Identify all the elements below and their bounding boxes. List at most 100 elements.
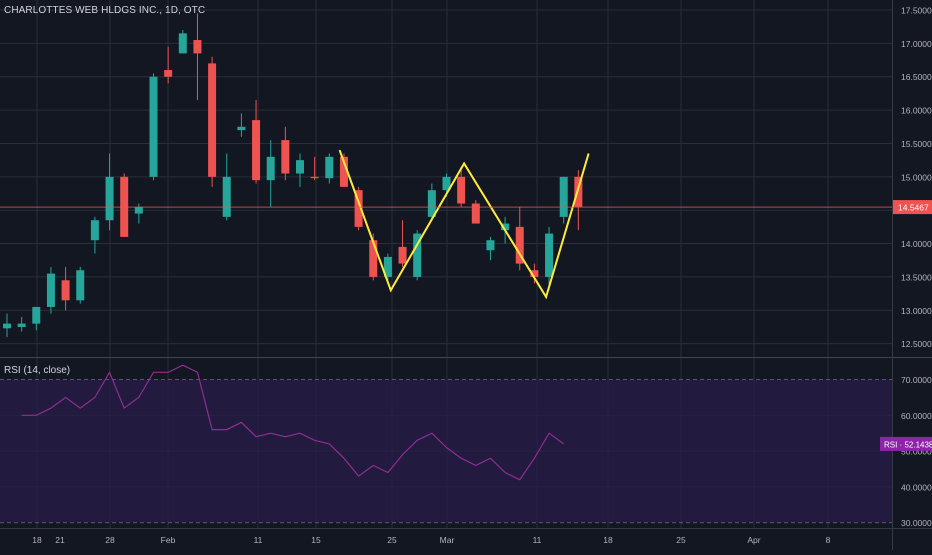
time-tick-label: 18 bbox=[32, 535, 42, 545]
price-tick-label: 15.0000 bbox=[901, 172, 932, 182]
candle bbox=[413, 230, 422, 281]
candle bbox=[398, 220, 407, 267]
candle-body-up bbox=[90, 220, 99, 241]
candle-body-down bbox=[574, 176, 583, 207]
candle-body-down bbox=[530, 270, 539, 277]
price-tick-label: 17.5000 bbox=[901, 6, 932, 16]
candle-body-down bbox=[193, 40, 202, 54]
candle-body-down bbox=[398, 246, 407, 264]
rsi-line-layer bbox=[21, 364, 565, 481]
candle bbox=[3, 313, 11, 337]
price-tick-label: 16.5000 bbox=[901, 72, 932, 82]
candle bbox=[310, 156, 319, 181]
candle bbox=[193, 13, 202, 101]
price-tick-label: 13.0000 bbox=[901, 306, 932, 316]
candle-body-up bbox=[149, 76, 158, 177]
candle-body-up bbox=[325, 156, 334, 179]
rsi-band-fill bbox=[0, 379, 892, 523]
candle-body-down bbox=[339, 156, 348, 187]
candle bbox=[559, 176, 568, 224]
candle bbox=[120, 173, 129, 237]
candle bbox=[296, 153, 304, 187]
price-tick-label: 13.5000 bbox=[901, 272, 932, 282]
candle-body-up bbox=[76, 270, 85, 301]
candle-body-down bbox=[457, 176, 466, 204]
candle bbox=[222, 153, 231, 221]
candle bbox=[339, 153, 348, 187]
candle-body-up bbox=[105, 176, 114, 221]
candle-body-up bbox=[32, 306, 41, 324]
rsi-value-label: RSI · 52.1438 bbox=[884, 440, 932, 449]
candle bbox=[17, 316, 26, 332]
price-tick-label: 15.5000 bbox=[901, 139, 932, 149]
candle-body-down bbox=[208, 63, 217, 177]
candle bbox=[471, 200, 480, 224]
candle bbox=[530, 263, 539, 284]
pattern-zigzag-line[interactable] bbox=[338, 149, 590, 300]
rsi-line bbox=[21, 364, 565, 481]
time-tick-label: 21 bbox=[55, 535, 65, 545]
last-price-badge bbox=[893, 200, 932, 215]
time-tick-label: Mar bbox=[440, 535, 455, 545]
rsi-tick-label: 40.0000 bbox=[901, 482, 932, 492]
candle-body-up bbox=[17, 323, 26, 327]
price-tick-label: 12.5000 bbox=[901, 339, 932, 349]
candle bbox=[574, 170, 583, 231]
candle bbox=[486, 236, 495, 261]
candle-body-down bbox=[369, 240, 378, 277]
candle bbox=[32, 306, 41, 331]
candle bbox=[149, 73, 158, 181]
candle-body-up bbox=[134, 206, 143, 214]
candle-body-up bbox=[3, 323, 11, 329]
rsi-band-layer bbox=[0, 379, 892, 523]
candle bbox=[164, 46, 173, 84]
candle-body-up bbox=[501, 223, 510, 231]
symbol-title[interactable]: CHARLOTTES WEB HLDGS INC., 1D, OTC bbox=[4, 5, 206, 16]
candle-body-up bbox=[559, 176, 568, 217]
pattern-drawing-layer[interactable] bbox=[338, 149, 590, 300]
candle-body-up bbox=[266, 156, 275, 181]
price-tick-label: 14.0000 bbox=[901, 239, 932, 249]
candle bbox=[61, 266, 70, 311]
candle bbox=[90, 216, 99, 254]
candle bbox=[515, 206, 524, 271]
candle-body-down bbox=[61, 280, 70, 301]
candle bbox=[76, 266, 85, 304]
candle bbox=[427, 183, 436, 221]
candle-body-down bbox=[515, 226, 524, 264]
time-tick-label: 18 bbox=[603, 535, 613, 545]
rsi-value-badge bbox=[880, 436, 932, 451]
candle-body-down bbox=[281, 140, 290, 174]
candle-body-up bbox=[442, 176, 451, 191]
candle-body-up bbox=[383, 256, 392, 277]
candle-body-down bbox=[252, 120, 261, 181]
candle-body-up bbox=[545, 233, 554, 277]
candle-body-down bbox=[354, 190, 363, 227]
candle-body-up bbox=[486, 240, 495, 251]
time-tick-label: 11 bbox=[533, 535, 542, 545]
candle-body-up bbox=[427, 190, 436, 217]
rsi-tick-label: 30.0000 bbox=[901, 518, 932, 528]
time-tick-label: 8 bbox=[826, 535, 831, 545]
candle-body-down bbox=[310, 176, 319, 179]
time-tick-label: 25 bbox=[676, 535, 686, 545]
candle-body-up bbox=[222, 176, 231, 217]
candle-body-up bbox=[296, 160, 304, 174]
rsi-indicator-title[interactable]: RSI (14, close) bbox=[4, 365, 71, 376]
candle bbox=[281, 126, 290, 181]
candle bbox=[105, 153, 114, 231]
time-tick-label: Feb bbox=[161, 535, 176, 545]
candle-body-down bbox=[471, 203, 480, 224]
rsi-tick-label: 50.0000 bbox=[901, 447, 932, 457]
price-tick-label: 16.0000 bbox=[901, 106, 932, 116]
candle bbox=[208, 56, 217, 187]
candle bbox=[545, 226, 554, 291]
time-tick-label: 25 bbox=[387, 535, 397, 545]
candle bbox=[178, 30, 187, 54]
candle-body-up bbox=[178, 33, 187, 54]
candle bbox=[266, 140, 275, 207]
rsi-tick-label: 60.0000 bbox=[901, 411, 932, 421]
